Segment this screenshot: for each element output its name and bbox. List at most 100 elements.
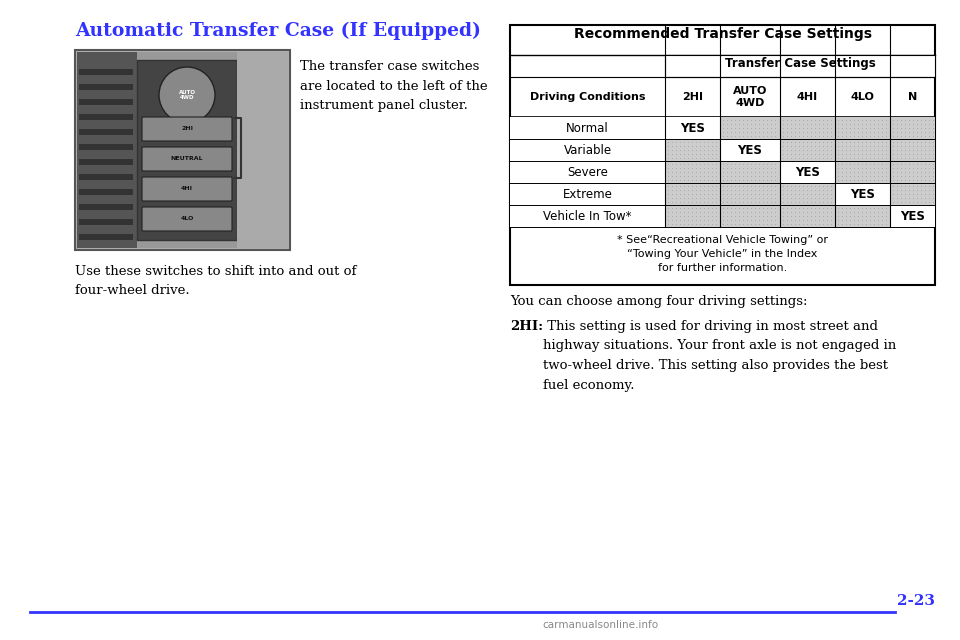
Point — [889, 153, 904, 163]
Point — [862, 115, 877, 125]
Bar — [665, 55, 935, 77]
Point — [909, 149, 924, 159]
Point — [901, 127, 917, 137]
Point — [913, 193, 928, 203]
Point — [684, 159, 700, 169]
Point — [905, 119, 921, 129]
Point — [898, 185, 913, 195]
Point — [889, 197, 904, 207]
Point — [684, 145, 700, 155]
Point — [739, 193, 755, 203]
Point — [851, 203, 866, 213]
Point — [909, 163, 924, 173]
Point — [918, 171, 933, 181]
Point — [854, 211, 870, 221]
Point — [688, 193, 704, 203]
Point — [759, 159, 775, 169]
Point — [878, 149, 894, 159]
Point — [791, 203, 806, 213]
Bar — [77, 52, 137, 248]
Point — [763, 197, 779, 207]
Point — [838, 219, 853, 229]
Point — [776, 145, 791, 155]
Point — [723, 197, 738, 207]
Point — [783, 193, 799, 203]
Point — [688, 137, 704, 147]
Point — [862, 149, 877, 159]
Point — [780, 153, 795, 163]
Bar — [79, 129, 133, 135]
Point — [759, 131, 775, 141]
Point — [759, 119, 775, 129]
Point — [664, 189, 680, 199]
Point — [875, 171, 890, 181]
Point — [763, 181, 779, 191]
Point — [889, 149, 904, 159]
Point — [858, 123, 874, 133]
Point — [696, 145, 711, 155]
Point — [885, 149, 900, 159]
Point — [723, 203, 738, 213]
Point — [830, 167, 846, 177]
Point — [767, 185, 782, 195]
Point — [791, 181, 806, 191]
Point — [672, 193, 687, 203]
Point — [922, 149, 937, 159]
Point — [918, 193, 933, 203]
Point — [854, 141, 870, 151]
Point — [800, 115, 815, 125]
Point — [819, 123, 834, 133]
Point — [732, 215, 747, 225]
Point — [925, 115, 941, 125]
Point — [824, 123, 839, 133]
Point — [739, 159, 755, 169]
Text: Vehicle In Tow*: Vehicle In Tow* — [543, 209, 632, 223]
Point — [922, 175, 937, 185]
Point — [858, 175, 874, 185]
Point — [901, 181, 917, 191]
Text: Transfer Case Settings: Transfer Case Settings — [725, 57, 876, 70]
Point — [795, 215, 810, 225]
Point — [830, 163, 846, 173]
Point — [819, 115, 834, 125]
Point — [672, 167, 687, 177]
Point — [791, 211, 806, 221]
Point — [858, 115, 874, 125]
Point — [735, 131, 751, 141]
Point — [728, 175, 743, 185]
Point — [851, 141, 866, 151]
Text: 2HI: 2HI — [181, 127, 193, 131]
Point — [819, 127, 834, 137]
Point — [681, 159, 696, 169]
Point — [735, 123, 751, 133]
Point — [732, 211, 747, 221]
Point — [676, 219, 691, 229]
Point — [732, 175, 747, 185]
Point — [723, 159, 738, 169]
Point — [715, 207, 731, 217]
Point — [684, 207, 700, 217]
Point — [875, 115, 890, 125]
Point — [787, 123, 803, 133]
Point — [780, 115, 795, 125]
Point — [767, 123, 782, 133]
Point — [811, 207, 827, 217]
Point — [756, 185, 771, 195]
Point — [807, 181, 823, 191]
Point — [747, 123, 762, 133]
Point — [842, 211, 857, 221]
Point — [804, 149, 819, 159]
Point — [804, 219, 819, 229]
Point — [735, 167, 751, 177]
Point — [660, 215, 676, 225]
Point — [889, 181, 904, 191]
Point — [791, 145, 806, 155]
Point — [909, 119, 924, 129]
Point — [672, 197, 687, 207]
Point — [696, 219, 711, 229]
Point — [664, 159, 680, 169]
Point — [795, 181, 810, 191]
Point — [696, 185, 711, 195]
Point — [763, 193, 779, 203]
Point — [875, 141, 890, 151]
